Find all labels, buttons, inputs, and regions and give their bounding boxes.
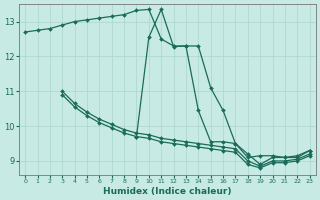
X-axis label: Humidex (Indice chaleur): Humidex (Indice chaleur) bbox=[103, 187, 232, 196]
